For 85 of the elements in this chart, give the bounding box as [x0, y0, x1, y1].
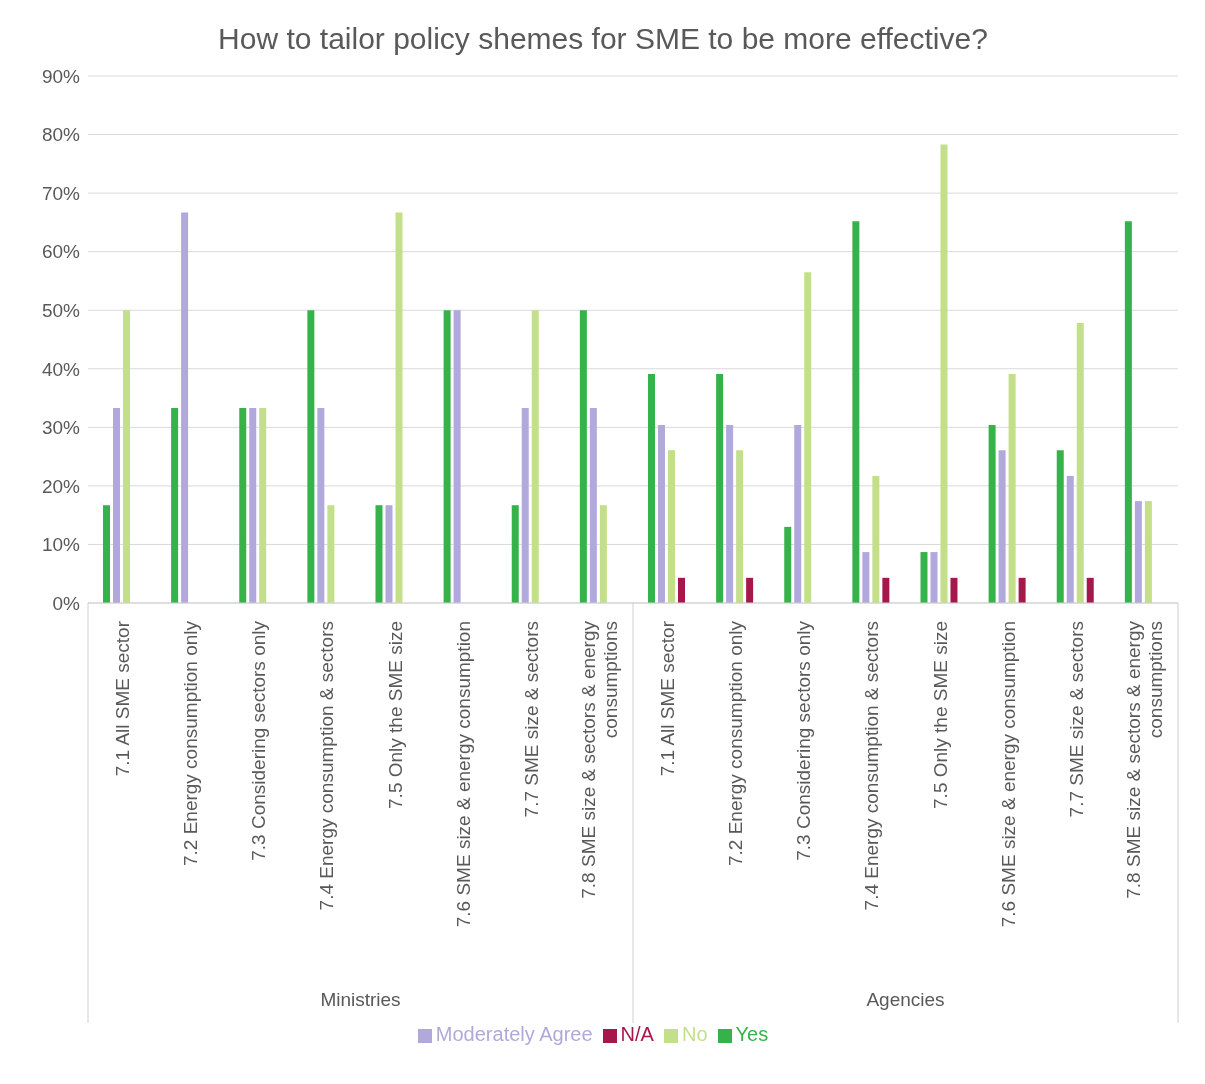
chart-title: How to tailor policy shemes for SME to be more effective?: [217, 21, 989, 57]
x-tick-label: 7.5 Only the SME size: [384, 621, 406, 809]
bar: [677, 577, 685, 603]
bar: [882, 577, 890, 603]
bar: [1018, 577, 1026, 603]
bar: [531, 310, 539, 603]
bar: [249, 408, 257, 603]
y-tick-label: 80%: [41, 124, 81, 146]
x-tick-label: 7.6 SME size & energy consumption: [452, 621, 474, 928]
bar: [395, 212, 403, 603]
bar: [589, 408, 597, 603]
bar: [102, 505, 110, 603]
bar: [1008, 374, 1016, 603]
bar: [726, 424, 734, 603]
bar: [716, 374, 724, 603]
bar: [171, 408, 179, 603]
legend-label: No: [681, 1023, 708, 1045]
bar: [784, 526, 792, 603]
y-tick-label: 10%: [41, 534, 81, 556]
bar: [667, 450, 675, 603]
bar: [239, 408, 247, 603]
bar: [579, 310, 587, 603]
legend-label: Yes: [735, 1023, 769, 1045]
bar: [122, 310, 130, 603]
x-tick-label: 7.1 All SME sector: [112, 620, 134, 777]
text: Agencies: [866, 989, 945, 1010]
bar: [647, 374, 655, 603]
bar: [1124, 221, 1132, 603]
bar: [1086, 577, 1094, 603]
x-tick-label: 7.2 Energy consumption only: [725, 620, 747, 867]
bar: [657, 424, 665, 603]
y-tick-label: 30%: [41, 417, 81, 439]
bar: [327, 505, 335, 603]
bar: [307, 310, 315, 603]
x-tick-label: 7.4 Energy consumption & sectors: [861, 621, 883, 911]
bar: [736, 450, 744, 603]
legend-label: N/A: [620, 1023, 654, 1045]
bar: [872, 475, 880, 603]
y-tick-label: 0%: [52, 592, 81, 614]
bar: [1056, 450, 1064, 603]
text: Ministries: [320, 989, 401, 1010]
y-tick-label: 90%: [41, 65, 81, 87]
bar: [385, 505, 393, 603]
x-tick-label: 7.7 SME size & sectors: [520, 621, 542, 818]
bar: [453, 310, 461, 603]
x-tick-label: 7.6 SME size & energy consumption: [997, 621, 1019, 928]
x-tick-label: 7.2 Energy consumption only: [180, 620, 202, 867]
bar: [259, 408, 267, 603]
bar: [930, 552, 938, 603]
x-tick-label: 7.1 All SME sector: [657, 620, 679, 777]
bar: [794, 424, 802, 603]
bar: [375, 505, 383, 603]
bar: [988, 424, 996, 603]
bar: [443, 310, 451, 603]
y-tick-label: 70%: [41, 182, 81, 204]
bar: [599, 505, 607, 603]
bar: [920, 552, 928, 603]
x-tick-label: 7.5 Only the SME size: [929, 621, 951, 809]
bar: [521, 408, 529, 603]
bar: [746, 577, 754, 603]
bar: [181, 212, 189, 603]
x-tick-label: 7.3 Considering sectors only: [793, 620, 815, 861]
bar: [317, 408, 325, 603]
y-tick-label: 60%: [41, 241, 81, 263]
x-tick-label: 7.8 SME size & sectors & energy consumptions: [1122, 620, 1166, 899]
x-tick-label: 7.3 Considering sectors only: [248, 620, 270, 861]
x-tick-label: 7.4 Energy consumption & sectors: [316, 621, 338, 911]
bar: [1144, 501, 1152, 603]
bar: [950, 577, 958, 603]
x-tick-label: 7.7 SME size & sectors: [1065, 621, 1087, 818]
y-tick-label: 40%: [41, 358, 81, 380]
bar: [511, 505, 519, 603]
y-tick-label: 50%: [41, 299, 81, 321]
bar: [998, 450, 1006, 603]
bar: [862, 552, 870, 603]
bar: [804, 272, 812, 603]
bar: [1066, 475, 1074, 603]
bar: [1076, 323, 1084, 603]
y-tick-label: 20%: [41, 475, 81, 497]
legend-label: Moderately Agree: [435, 1023, 593, 1045]
bar: [112, 408, 120, 603]
bar: [1134, 501, 1142, 603]
x-tick-label: 7.8 SME size & sectors & energy consumptions: [577, 620, 621, 899]
bar: [852, 221, 860, 603]
bar: [940, 144, 948, 603]
